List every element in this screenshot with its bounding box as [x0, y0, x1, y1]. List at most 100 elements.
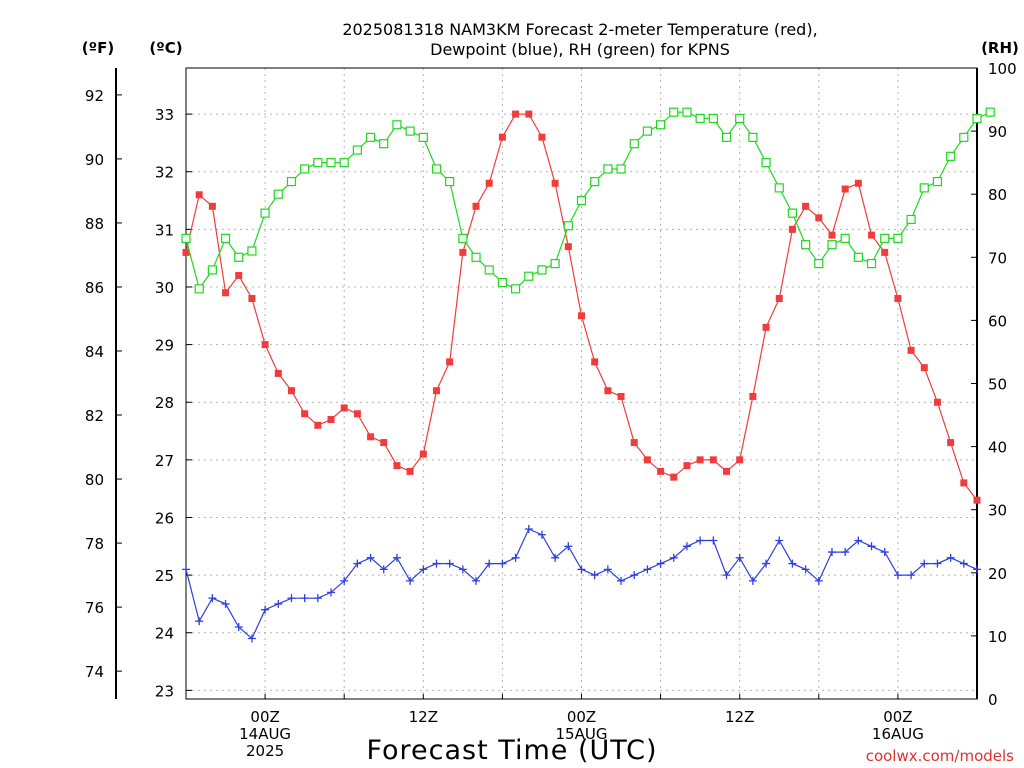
rh-point [669, 107, 679, 117]
temperature-point [222, 289, 230, 297]
dewpoint-line [185, 528, 978, 640]
celsius-tick-label: 28 [155, 394, 174, 412]
fahrenheit-tick-label: 92 [85, 87, 104, 105]
temperature-point [564, 243, 572, 251]
rh-point [365, 132, 376, 143]
dewpoint-point [261, 605, 270, 614]
rh-point [801, 240, 811, 250]
rh-point [524, 271, 534, 281]
fahrenheit-tick-label: 90 [85, 151, 104, 169]
rh-point [642, 126, 653, 136]
temperature-point [709, 456, 717, 464]
dewpoint-point [656, 559, 665, 568]
dewpoint-point [511, 553, 520, 562]
rh-point [682, 107, 692, 117]
rh-point [735, 113, 745, 124]
temperature-point [274, 369, 282, 377]
temperature-point [498, 133, 506, 141]
temperature-point [973, 496, 981, 504]
rh-point [616, 164, 626, 174]
temperature-point [696, 456, 704, 464]
temperature-point [578, 312, 585, 320]
rh-point [959, 132, 969, 143]
dewpoint-point [814, 576, 823, 585]
temperature-point [208, 202, 216, 210]
temperature-point [828, 231, 836, 239]
rh-point [537, 265, 547, 275]
rh-tick-label: 30 [988, 502, 1007, 520]
rh-point [207, 265, 217, 275]
rh-point [695, 113, 705, 124]
rh-point [379, 139, 389, 149]
rh-tick-label: 20 [988, 565, 1007, 583]
dewpoint-point [274, 599, 283, 608]
temperature-point [775, 295, 783, 303]
dewpoint-point [195, 617, 204, 626]
temperature-point [736, 456, 744, 464]
fahrenheit-unit-label: (ºF) [82, 39, 114, 57]
rh-tick-label: 100 [988, 60, 1017, 78]
dewpoint-point [379, 565, 388, 574]
temperature-point [525, 110, 533, 118]
dewpoint-point [577, 565, 586, 574]
dewpoint-point [340, 576, 349, 585]
rh-tick-label: 60 [988, 312, 1007, 330]
dewpoint-point [775, 536, 784, 545]
celsius-tick-label: 32 [155, 164, 174, 182]
dewpoint-point [313, 594, 322, 603]
rh-point [880, 233, 890, 243]
rh-point [273, 189, 283, 199]
temperature-point [419, 450, 427, 458]
temperature-point [472, 202, 480, 210]
rh-point [431, 164, 442, 174]
x-tick-label: 15AUG [556, 725, 608, 743]
dewpoint-point [564, 542, 573, 551]
temperature-point [485, 179, 493, 187]
series-temperature [182, 110, 981, 504]
rh-point [721, 132, 732, 143]
credit-text: coolwx.com/models [866, 747, 1014, 765]
fahrenheit-tick-label: 78 [85, 535, 104, 553]
temperature-point [287, 387, 295, 395]
rh-point [260, 208, 270, 218]
temperature-point [591, 358, 599, 366]
temperature-point [868, 231, 876, 239]
dewpoint-point [537, 530, 546, 539]
rh-point [471, 252, 481, 262]
celsius-tick-label: 26 [155, 509, 174, 527]
rh-tick-label: 70 [988, 249, 1007, 267]
fahrenheit-tick-label: 88 [85, 215, 104, 233]
grid-lines [186, 68, 977, 699]
dewpoint-point [762, 559, 771, 568]
celsius-tick-label: 30 [155, 279, 174, 297]
dewpoint-point [234, 622, 243, 631]
temperature-point [182, 248, 190, 256]
celsius-unit-label: (ºC) [149, 39, 182, 57]
celsius-tick-label: 29 [155, 337, 174, 355]
dewpoint-point [327, 588, 336, 597]
dewpoint-point [498, 559, 507, 568]
temperature-point [367, 433, 375, 441]
dewpoint-point [669, 553, 678, 562]
temperature-point [841, 185, 849, 193]
x-tick-label: 16AUG [872, 725, 924, 743]
dewpoint-point [366, 553, 375, 562]
dewpoint-point [709, 536, 718, 545]
dewpoint-point [603, 565, 612, 574]
rh-point [313, 158, 323, 168]
dewpoint-point [485, 559, 494, 568]
temperature-point [802, 202, 810, 210]
fahrenheit-tick-label: 84 [85, 343, 104, 361]
series-dewpoint [182, 525, 981, 643]
temperature-point [749, 392, 757, 400]
rh-unit-label: (RH) [981, 39, 1019, 57]
temperature-point [854, 179, 862, 187]
x-tick-label: 12Z [409, 708, 438, 726]
dewpoint-point [788, 559, 797, 568]
rh-point [787, 208, 798, 218]
rh-tick-label: 10 [988, 628, 1007, 646]
rh-tick-label: 40 [988, 439, 1007, 457]
dewpoint-point [867, 542, 876, 551]
